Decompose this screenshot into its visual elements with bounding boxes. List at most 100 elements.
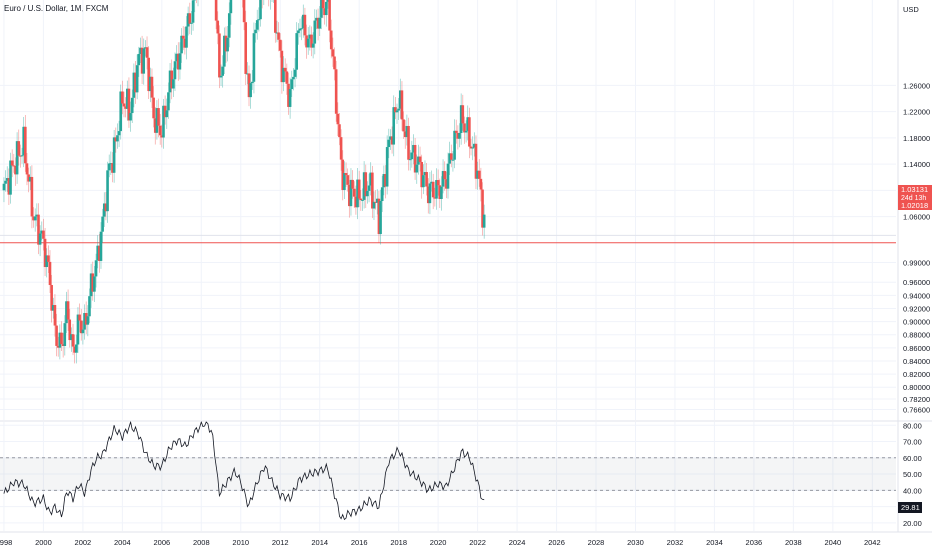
- candle-body: [420, 161, 423, 188]
- candle-body: [407, 125, 410, 160]
- candle-body: [400, 90, 404, 120]
- candle-body: [310, 34, 313, 48]
- candle-body: [288, 89, 292, 107]
- candle-body: [395, 110, 399, 113]
- candle-body: [255, 20, 259, 30]
- rsi-value-badge: 29.81: [898, 502, 922, 513]
- time-tick-label: 2016: [351, 538, 368, 547]
- candle-body: [50, 285, 53, 311]
- candle-body: [71, 334, 75, 347]
- candle-body: [298, 28, 302, 31]
- candle-body: [30, 176, 34, 217]
- candle-body: [81, 329, 85, 334]
- candle-body: [176, 53, 180, 70]
- candle-body: [112, 137, 116, 173]
- candle-body: [47, 255, 50, 262]
- candle-body: [435, 180, 438, 199]
- candle-body: [426, 186, 430, 204]
- candle-body: [297, 30, 300, 34]
- candle-body: [185, 26, 188, 48]
- time-tick-label: 2030: [627, 538, 644, 547]
- candle-body: [242, 0, 246, 23]
- candle-body: [451, 159, 455, 161]
- candle-body: [65, 301, 68, 324]
- candle-body: [440, 186, 443, 199]
- candle-body: [377, 198, 381, 235]
- time-tick-label: 2028: [588, 538, 605, 547]
- candle-body: [109, 163, 113, 165]
- candle-body: [413, 144, 417, 173]
- candle-body: [428, 183, 432, 204]
- candle-body: [362, 172, 366, 200]
- candle-body: [374, 201, 377, 203]
- candle-body: [122, 103, 126, 107]
- candle-body: [257, 19, 261, 21]
- candle-body: [275, 32, 279, 34]
- candle-body: [2, 183, 6, 191]
- candle-body: [24, 126, 27, 164]
- candle-body: [83, 313, 86, 330]
- price-tick-label: 0.86000: [903, 344, 930, 353]
- candle-body: [384, 174, 387, 187]
- candle-body: [137, 53, 141, 66]
- countdown-label: 24d 13h: [901, 195, 926, 202]
- price-tick-label: 0.84000: [903, 357, 930, 366]
- candle-body: [441, 171, 445, 187]
- candle-body: [436, 180, 440, 186]
- candle-body: [348, 184, 351, 207]
- candle-body: [180, 35, 183, 54]
- time-tick-label: 2024: [509, 538, 526, 547]
- time-tick-label: 2040: [825, 538, 842, 547]
- candle-body: [99, 231, 103, 261]
- candle-body: [295, 33, 298, 70]
- time-tick-label: 2010: [232, 538, 249, 547]
- candle-body: [326, 0, 330, 2]
- candle-body: [147, 57, 150, 92]
- candle-body: [223, 35, 226, 67]
- candle-body: [410, 152, 414, 160]
- candle-body: [361, 199, 364, 201]
- candle-body: [7, 178, 11, 195]
- price-axis[interactable]: 0.76600 0.78200 0.80000 0.82000 0.84000 0.860…: [903, 81, 930, 414]
- candle-body: [40, 230, 44, 234]
- candle-body: [12, 165, 16, 167]
- candle-body: [301, 14, 305, 29]
- candle-body: [446, 163, 450, 189]
- candle-body: [188, 13, 192, 24]
- price-tick-label: 0.92000: [903, 304, 930, 313]
- candle-body: [282, 67, 285, 83]
- candle-body: [333, 56, 336, 70]
- candle-body: [366, 190, 369, 197]
- candle-body: [73, 346, 76, 353]
- candle-body: [106, 170, 109, 212]
- candle-body: [140, 47, 144, 74]
- candle-body: [181, 35, 185, 39]
- rsi-tick-label: 50.00: [903, 470, 922, 479]
- time-tick-label: 2042: [864, 538, 881, 547]
- candle-body: [60, 332, 63, 345]
- candle-body: [283, 67, 287, 72]
- candle-body: [354, 196, 358, 208]
- time-tick-label: 2012: [272, 538, 289, 547]
- candle-body: [371, 172, 374, 209]
- candle-body: [28, 176, 32, 182]
- time-tick-label: 2034: [706, 538, 723, 547]
- time-tick-label: 2008: [193, 538, 210, 547]
- candle-body: [17, 141, 21, 156]
- price-tick-label: 1.26000: [903, 81, 930, 90]
- candle-body: [252, 33, 256, 82]
- candle-body: [168, 70, 172, 93]
- candle-body: [178, 53, 182, 70]
- candle-body: [385, 147, 389, 187]
- candle-body: [458, 133, 461, 139]
- candle-body: [58, 332, 62, 348]
- candle-body: [315, 17, 318, 21]
- price-tick-label: 0.82000: [903, 370, 930, 379]
- candle-body: [431, 181, 435, 198]
- candle-body: [329, 30, 333, 50]
- candle-body: [323, 8, 326, 16]
- candle-body: [4, 180, 7, 184]
- time-axis[interactable]: 1998 2000 2002 2004 2006 2008 2010 2012 2014 2016…: [0, 538, 881, 547]
- candle-body: [464, 130, 468, 133]
